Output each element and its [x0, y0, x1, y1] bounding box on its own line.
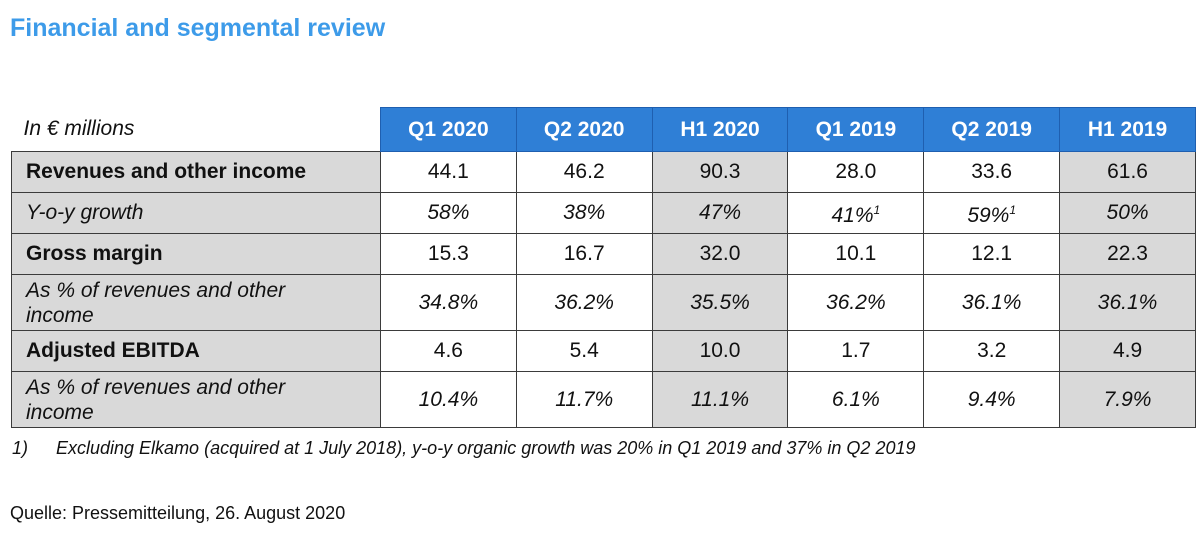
table-cell: 5.4 [515, 330, 653, 372]
table-cell: 11.1% [651, 371, 789, 428]
column-header: Q1 2020 [379, 107, 517, 152]
table-cell: 15.3 [379, 233, 517, 275]
column-header: H1 2019 [1059, 107, 1196, 152]
table-cell: 47% [651, 192, 789, 234]
table-cell: 35.5% [651, 274, 789, 331]
table-cell: 16.7 [515, 233, 653, 275]
table-row: As % of revenues and other income 34.8% 3… [11, 274, 1196, 331]
column-header: Q2 2020 [515, 107, 653, 152]
table-cell: 44.1 [379, 151, 517, 193]
row-label: As % of revenues and other income [11, 274, 381, 331]
table-cell: 4.9 [1059, 330, 1196, 372]
row-label: Y-o-y growth [11, 192, 381, 234]
row-label-line: income [26, 401, 94, 424]
table-cell: 36.1% [923, 274, 1061, 331]
row-label-line: As % of revenues and other [26, 279, 286, 302]
footnote-text: Excluding Elkamo (acquired at 1 July 201… [56, 438, 916, 458]
table-cell: 34.8% [379, 274, 517, 331]
table-cell: 36.2% [787, 274, 925, 331]
table-cell: 61.6 [1059, 151, 1196, 193]
table-cell: 90.3 [651, 151, 789, 193]
table-cell: 4.6 [379, 330, 517, 372]
table-cell: 28.0 [787, 151, 925, 193]
footnote-mark: 1 [1009, 203, 1017, 217]
table-cell: 11.7% [515, 371, 653, 428]
table-row: Adjusted EBITDA 4.6 5.4 10.0 1.7 3.2 4.9 [11, 330, 1196, 372]
table-cell: 22.3 [1059, 233, 1196, 275]
cell-value: 41% [831, 204, 874, 227]
table-cell: 10.0 [651, 330, 789, 372]
table-row: Y-o-y growth 58% 38% 47% 41%1 59%1 50% [11, 192, 1196, 234]
table-cell: 50% [1059, 192, 1196, 234]
table-row: Gross margin 15.3 16.7 32.0 10.1 12.1 22… [11, 233, 1196, 275]
footnote: 1) Excluding Elkamo (acquired at 1 July 2… [12, 438, 915, 459]
table-cell: 36.2% [515, 274, 653, 331]
table-cell: 7.9% [1059, 371, 1196, 428]
row-label: As % of revenues and other income [11, 371, 381, 428]
table-cell: 9.4% [923, 371, 1061, 428]
footnote-mark: 1 [873, 203, 881, 217]
unit-label: In € millions [23, 117, 135, 141]
source-note: Quelle: Pressemitteilung, 26. August 202… [10, 503, 346, 523]
table-cell: 38% [515, 192, 653, 234]
table-cell: 41%1 [787, 192, 925, 234]
page-title: Financial and segmental review [10, 14, 386, 42]
cell-value: 59% [967, 204, 1010, 227]
row-label-line: As % of revenues and other [26, 376, 286, 399]
row-label: Revenues and other income [11, 151, 381, 193]
table-cell: 46.2 [515, 151, 653, 193]
row-label-line: income [26, 304, 94, 327]
financial-table: In € millions Q1 2020 Q2 2020 H1 2020 Q1… [11, 107, 1196, 428]
table-cell: 33.6 [923, 151, 1061, 193]
table-cell: 10.4% [379, 371, 517, 428]
column-header: H1 2020 [651, 107, 789, 152]
column-header: Q2 2019 [923, 107, 1061, 152]
table-cell: 59%1 [923, 192, 1061, 234]
row-label: Gross margin [11, 233, 381, 275]
table-row: Revenues and other income 44.1 46.2 90.3… [11, 151, 1196, 193]
table-cell: 10.1 [787, 233, 925, 275]
table-cell: 12.1 [923, 233, 1061, 275]
table-header-row: In € millions Q1 2020 Q2 2020 H1 2020 Q1… [12, 107, 1196, 152]
table-cell: 6.1% [787, 371, 925, 428]
table-cell: 58% [379, 192, 517, 234]
table-cell: 36.1% [1059, 274, 1196, 331]
row-label: Adjusted EBITDA [11, 330, 381, 372]
column-header: Q1 2019 [787, 107, 925, 152]
table-cell: 32.0 [651, 233, 789, 275]
table-cell: 1.7 [787, 330, 925, 372]
table-row: As % of revenues and other income 10.4% 1… [11, 371, 1196, 428]
footnote-marker: 1) [12, 438, 29, 458]
table-cell: 3.2 [923, 330, 1061, 372]
